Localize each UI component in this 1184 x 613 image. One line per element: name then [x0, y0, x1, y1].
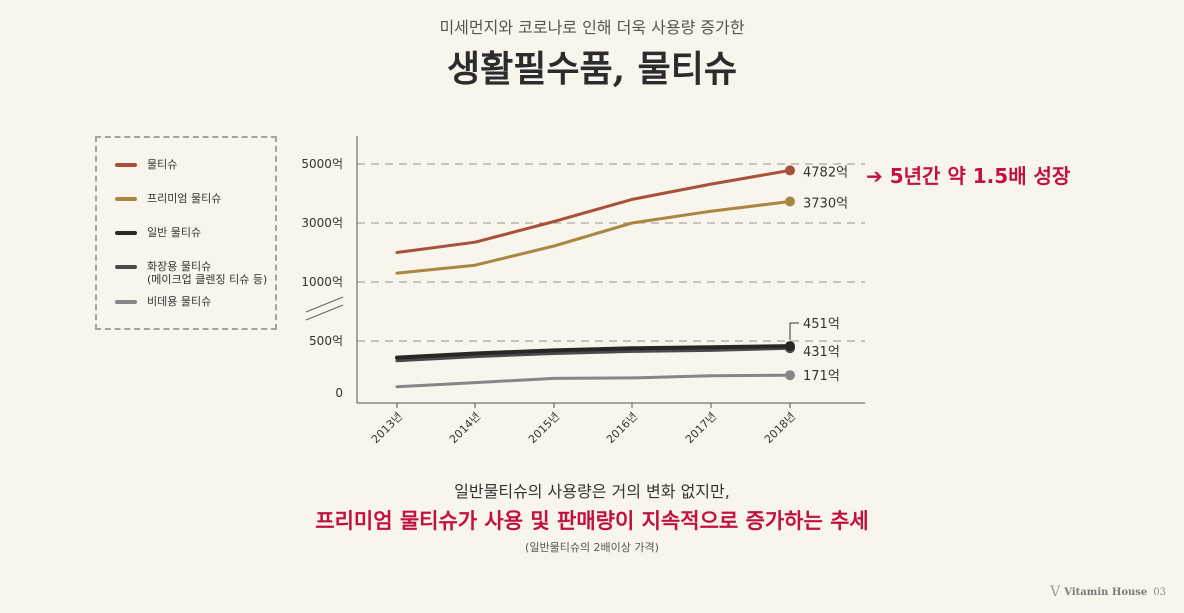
y-tick-label: 500억 — [309, 334, 343, 348]
series-end-point — [785, 341, 795, 352]
series-end-point — [785, 370, 795, 381]
x-tick-label: 2013년 — [369, 410, 405, 446]
x-tick-label: 2015년 — [526, 410, 562, 446]
legend-item: 프리미엄 물티슈 — [115, 192, 221, 205]
series-end-label: 4782억 — [803, 165, 848, 180]
legend-item: 일반 물티슈 — [115, 226, 201, 239]
chart-legend: 물티슈 프리미엄 물티슈 일반 물티슈 화장용 물티슈 (메이크업 클렌징 티슈… — [95, 136, 277, 330]
legend-swatch — [115, 197, 137, 201]
series-end-label: 3730억 — [803, 196, 848, 211]
legend-swatch — [115, 300, 137, 304]
series-line — [395, 344, 792, 360]
y-tick-label: 5000억 — [301, 157, 343, 171]
brand-footer: V Vitamin House 03 — [1050, 584, 1166, 600]
y-tick-label: 0 — [335, 386, 343, 400]
series-line — [395, 200, 792, 275]
series-line — [395, 168, 792, 254]
legend-label: 일반 물티슈 — [147, 226, 202, 239]
page-title: 생활필수품, 물티슈 — [446, 48, 738, 90]
legend-swatch — [115, 231, 137, 235]
vitamin-house-logo-icon: V — [1050, 584, 1061, 600]
legend-item: 물티슈 — [115, 158, 177, 171]
axis-break-mark — [305, 304, 344, 321]
series-line — [395, 346, 792, 363]
series-end-label: 451억 — [803, 317, 840, 332]
x-tick-label: 2014년 — [447, 410, 483, 446]
legend-swatch — [115, 265, 137, 269]
x-tick-label: 2017년 — [683, 410, 719, 446]
legend-item: 화장용 물티슈 (메이크업 클렌징 티슈 등) — [115, 260, 267, 286]
x-tick-label: 2016년 — [604, 410, 640, 446]
legend-label: 화장용 물티슈 (메이크업 클렌징 티슈 등) — [147, 260, 268, 286]
growth-callout: ➔ 5년간 약 1.5배 성장 — [866, 164, 1071, 188]
legend-label: 프리미엄 물티슈 — [147, 192, 222, 205]
legend-item: 비데용 물티슈 — [115, 295, 211, 308]
axis-break-mark — [305, 296, 344, 313]
legend-label: 물티슈 — [147, 158, 178, 171]
series-end-label: 171억 — [803, 369, 840, 384]
legend-swatch — [115, 163, 137, 167]
subtitle: 미세먼지와 코로나로 인해 더욱 사용량 증가한 — [439, 18, 745, 37]
y-tick-label: 1000억 — [301, 275, 343, 289]
series-line — [395, 373, 792, 389]
series-end-point — [785, 165, 795, 176]
label-leader-line — [789, 322, 799, 341]
series-end-point — [785, 196, 795, 207]
x-tick-label: 2018년 — [762, 410, 798, 446]
brand-name: Vitamin House — [1064, 586, 1148, 598]
y-tick-label: 3000억 — [301, 216, 343, 230]
highlight-line: 프리미엄 물티슈가 사용 및 판매량이 지속적으로 증가하는 추세 — [315, 509, 869, 533]
page-number: 03 — [1153, 586, 1166, 598]
summary-line: 일반물티슈의 사용량은 거의 변화 없지만, — [454, 482, 730, 501]
series-end-label: 431억 — [803, 345, 840, 360]
legend-label: 비데용 물티슈 — [147, 295, 212, 308]
note-line: (일반물티슈의 2배이상 가격) — [525, 541, 659, 554]
